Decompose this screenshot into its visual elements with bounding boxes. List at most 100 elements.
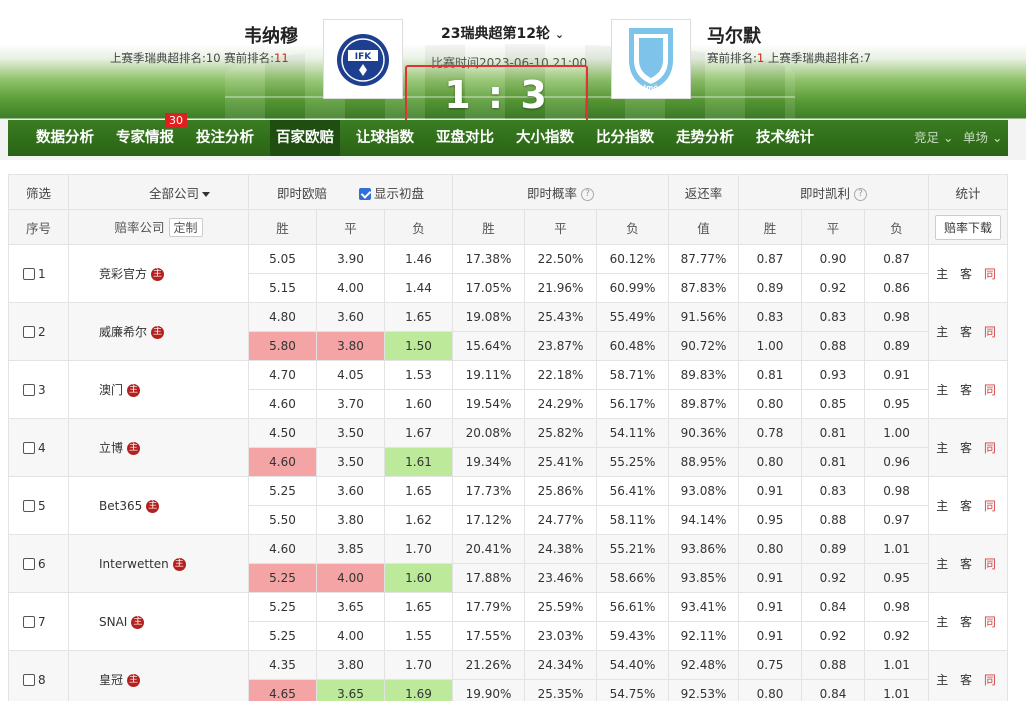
row-select-cell[interactable]: 4 — [8, 418, 69, 477]
current-prob-draw: 23.03% — [524, 621, 597, 651]
initial-prob-win: 17.73% — [452, 476, 525, 506]
customize-button[interactable]: 定制 — [168, 218, 203, 237]
company-cell[interactable]: 皇冠主 — [68, 650, 249, 701]
stats-home-link[interactable]: 主 — [936, 441, 953, 455]
stats-same-link[interactable]: 同 — [983, 325, 1000, 339]
away-team-name[interactable]: 马尔默 — [707, 26, 761, 47]
current-kelly-win: 0.80 — [738, 679, 803, 701]
current-prob-draw: 23.46% — [524, 563, 597, 593]
company-cell[interactable]: Bet365 主 — [68, 476, 249, 535]
nav-data-analysis[interactable]: 数据分析 — [36, 130, 94, 146]
stats-home-link[interactable]: 主 — [936, 673, 953, 687]
stats-cell: 主 客 同 — [928, 476, 1009, 535]
nav-expert-info[interactable]: 专家情报 — [116, 130, 174, 146]
stats-home-link[interactable]: 主 — [936, 499, 953, 513]
stats-away-link[interactable]: 客 — [960, 325, 977, 339]
initial-prob-draw: 25.86% — [524, 476, 597, 506]
stats-cell: 主 客 同 — [928, 302, 1009, 361]
stats-same-link[interactable]: 同 — [983, 673, 1000, 687]
company-name[interactable]: Interwetten — [99, 556, 169, 571]
stats-home-link[interactable]: 主 — [936, 557, 953, 571]
company-cell[interactable]: Interwetten 主 — [68, 534, 249, 593]
odds-download-button[interactable]: 赔率下载 — [935, 214, 1002, 240]
stats-same-link[interactable]: 同 — [983, 615, 1000, 629]
stats-home-link[interactable]: 主 — [936, 325, 953, 339]
jingzu-dropdown[interactable]: 竞足 ⌄ — [914, 120, 953, 156]
company-name[interactable]: 皇冠 — [99, 673, 124, 687]
initial-kelly-win: 0.83 — [738, 302, 803, 332]
initial-odds-draw: 3.65 — [316, 592, 385, 622]
home-team-rank: 上赛季瑞典超排名:10 赛前排名:11 — [110, 50, 289, 66]
row-select-cell[interactable]: 2 — [8, 302, 69, 361]
table-row: 8 皇冠主 4.35 3.80 1.70 21.26% 24.34% 54.40% 92.48%… — [8, 650, 1009, 701]
stats-home-link[interactable]: 主 — [936, 383, 953, 397]
home-team-logo[interactable]: IFK — [323, 19, 403, 99]
row-checkbox[interactable] — [23, 500, 35, 512]
initial-odds-lose: 1.46 — [384, 244, 453, 274]
stats-same-link[interactable]: 同 — [983, 499, 1000, 513]
away-team-rank: 赛前排名:1 上赛季瑞典超排名:7 — [707, 50, 871, 66]
company-name[interactable]: 澳门 — [99, 383, 124, 397]
match-round-selector[interactable]: 23瑞典超第12轮 ⌄ — [441, 23, 564, 43]
company-cell[interactable]: 立博主 — [68, 418, 249, 477]
row-select-cell[interactable]: 5 — [8, 476, 69, 535]
nav-over-under[interactable]: 大小指数 — [516, 130, 574, 146]
col-prob-win: 胜 — [452, 209, 525, 245]
row-checkbox[interactable] — [23, 442, 35, 454]
help-icon[interactable]: ? — [581, 187, 595, 201]
row-select-cell[interactable]: 7 — [8, 592, 69, 651]
main-company-icon: 主 — [172, 557, 186, 571]
away-team-logo[interactable]: Malmö FF — [611, 19, 691, 99]
stats-same-link[interactable]: 同 — [983, 441, 1000, 455]
company-cell[interactable]: 竞彩官方主 — [68, 244, 249, 303]
nav-tech-stats[interactable]: 技术统计 — [756, 130, 814, 146]
home-team-name[interactable]: 韦纳穆 — [244, 26, 298, 47]
row-checkbox[interactable] — [23, 384, 35, 396]
stats-away-link[interactable]: 客 — [960, 557, 977, 571]
row-select-cell[interactable]: 3 — [8, 360, 69, 419]
company-name[interactable]: 立博 — [99, 441, 124, 455]
stats-away-link[interactable]: 客 — [960, 267, 977, 281]
company-cell[interactable]: SNAI 主 — [68, 592, 249, 651]
current-odds-lose: 1.69 — [384, 679, 453, 701]
stats-same-link[interactable]: 同 — [983, 557, 1000, 571]
stats-home-link[interactable]: 主 — [936, 267, 953, 281]
help-icon[interactable]: ? — [854, 187, 868, 201]
col-idx: 序号 — [8, 209, 69, 245]
stats-away-link[interactable]: 客 — [960, 615, 977, 629]
stats-cell: 主 客 同 — [928, 244, 1009, 303]
stats-away-link[interactable]: 客 — [960, 441, 977, 455]
row-checkbox[interactable] — [23, 616, 35, 628]
stats-away-link[interactable]: 客 — [960, 499, 977, 513]
current-odds-win: 4.65 — [248, 679, 317, 701]
stats-away-link[interactable]: 客 — [960, 673, 977, 687]
stats-away-link[interactable]: 客 — [960, 383, 977, 397]
row-checkbox[interactable] — [23, 558, 35, 570]
danchang-dropdown[interactable]: 单场 ⌄ — [963, 120, 1002, 156]
row-select-cell[interactable]: 1 — [8, 244, 69, 303]
header-row-1: 筛选 全部公司 即时欧赔 显示初盘 即时概率 ? 返还率 即时凯利 ? 统计 — [8, 174, 1009, 210]
nav-score-index[interactable]: 比分指数 — [596, 130, 654, 146]
company-filter-dropdown[interactable]: 全部公司 — [68, 174, 249, 210]
stats-same-link[interactable]: 同 — [983, 267, 1000, 281]
nav-betting-analysis[interactable]: 投注分析 — [196, 130, 254, 146]
nav-trend-analysis[interactable]: 走势分析 — [676, 130, 734, 146]
row-select-cell[interactable]: 6 — [8, 534, 69, 593]
company-cell[interactable]: 威廉希尔主 — [68, 302, 249, 361]
main-company-icon: 主 — [131, 615, 145, 629]
company-name[interactable]: 威廉希尔 — [99, 325, 148, 339]
nav-handicap-index[interactable]: 让球指数 — [356, 130, 414, 146]
company-name[interactable]: Bet365 — [99, 498, 143, 513]
nav-asian-compare[interactable]: 亚盘对比 — [436, 130, 494, 146]
row-checkbox[interactable] — [23, 268, 35, 280]
stats-home-link[interactable]: 主 — [936, 615, 953, 629]
row-checkbox[interactable] — [23, 674, 35, 686]
company-name[interactable]: SNAI — [99, 614, 128, 629]
company-cell[interactable]: 澳门主 — [68, 360, 249, 419]
row-checkbox[interactable] — [23, 326, 35, 338]
show-initial-checkbox[interactable] — [359, 188, 371, 200]
row-select-cell[interactable]: 8 — [8, 650, 69, 701]
company-name[interactable]: 竞彩官方 — [99, 267, 148, 281]
stats-same-link[interactable]: 同 — [983, 383, 1000, 397]
nav-european-odds[interactable]: 百家欧赔 — [270, 120, 340, 156]
